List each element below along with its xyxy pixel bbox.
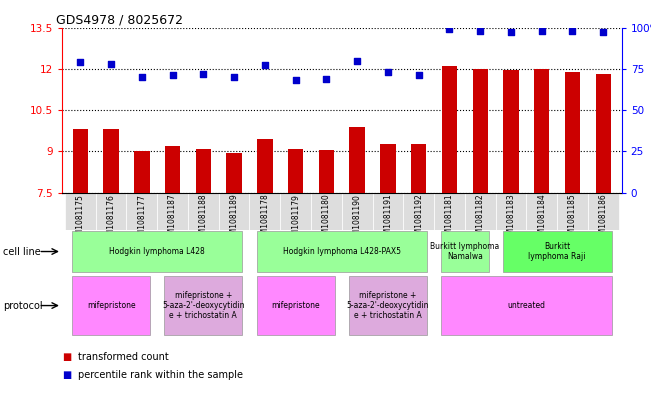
Bar <box>411 144 426 193</box>
Point <box>260 62 270 69</box>
Bar <box>404 193 434 230</box>
Point <box>475 28 486 34</box>
Point <box>290 77 301 83</box>
Point <box>229 74 240 80</box>
Bar <box>350 127 365 193</box>
Bar <box>557 193 588 230</box>
Text: GDS4978 / 8025672: GDS4978 / 8025672 <box>56 13 183 26</box>
Text: GSM1081183: GSM1081183 <box>506 194 516 244</box>
Bar <box>380 144 396 193</box>
Bar <box>503 231 611 272</box>
Point <box>198 71 208 77</box>
Text: mifepristone: mifepristone <box>87 301 135 310</box>
Point <box>413 72 424 79</box>
Text: GSM1081175: GSM1081175 <box>76 194 85 244</box>
Text: GSM1081180: GSM1081180 <box>322 194 331 244</box>
Text: ■: ■ <box>62 352 71 362</box>
Text: mifepristone +
5-aza-2'-deoxycytidin
e + trichostatin A: mifepristone + 5-aza-2'-deoxycytidin e +… <box>162 291 245 320</box>
Text: GSM1081188: GSM1081188 <box>199 194 208 244</box>
Text: GSM1081190: GSM1081190 <box>353 194 362 244</box>
Bar <box>72 276 150 335</box>
Bar <box>165 146 180 193</box>
Bar <box>280 193 311 230</box>
Text: GSM1081186: GSM1081186 <box>599 194 608 244</box>
Text: ■: ■ <box>62 370 71 380</box>
Bar <box>188 193 219 230</box>
Text: cell line: cell line <box>3 246 41 257</box>
Text: GSM1081182: GSM1081182 <box>476 194 485 244</box>
Bar <box>157 193 188 230</box>
Bar <box>588 193 618 230</box>
Bar <box>227 153 242 193</box>
Bar <box>465 193 495 230</box>
Bar <box>219 193 249 230</box>
Bar <box>527 193 557 230</box>
Point <box>444 26 454 32</box>
Text: GSM1081181: GSM1081181 <box>445 194 454 244</box>
Bar <box>104 129 118 193</box>
Text: GSM1081176: GSM1081176 <box>107 194 116 244</box>
Text: untreated: untreated <box>507 301 546 310</box>
Point <box>598 29 609 36</box>
Text: GSM1081177: GSM1081177 <box>137 194 146 244</box>
Point <box>567 28 577 34</box>
Bar <box>372 193 404 230</box>
Point <box>506 29 516 36</box>
Text: GSM1081178: GSM1081178 <box>260 194 270 244</box>
Point <box>321 75 331 82</box>
Bar <box>434 193 465 230</box>
Text: Hodgkin lymphoma L428: Hodgkin lymphoma L428 <box>109 247 205 256</box>
Text: Burkitt
lymphoma Raji: Burkitt lymphoma Raji <box>529 242 586 261</box>
Point <box>352 57 363 64</box>
Bar <box>72 231 242 272</box>
Bar <box>256 231 427 272</box>
Text: GSM1081184: GSM1081184 <box>537 194 546 244</box>
Bar <box>73 129 88 193</box>
Text: transformed count: transformed count <box>78 352 169 362</box>
Bar <box>134 151 150 193</box>
Bar <box>473 69 488 193</box>
Text: protocol: protocol <box>3 301 43 310</box>
Text: GSM1081179: GSM1081179 <box>291 194 300 244</box>
Bar <box>342 193 372 230</box>
Bar <box>441 276 611 335</box>
Text: GSM1081189: GSM1081189 <box>230 194 239 244</box>
Text: GSM1081187: GSM1081187 <box>168 194 177 244</box>
Point <box>75 59 85 65</box>
Text: mifepristone +
5-aza-2'-deoxycytidin
e + trichostatin A: mifepristone + 5-aza-2'-deoxycytidin e +… <box>347 291 429 320</box>
Bar <box>534 69 549 193</box>
Text: GSM1081185: GSM1081185 <box>568 194 577 244</box>
Bar <box>249 193 280 230</box>
Point <box>536 28 547 34</box>
Bar <box>319 150 334 193</box>
Bar <box>196 149 211 193</box>
Bar <box>503 70 519 193</box>
Text: Hodgkin lymphoma L428-PAX5: Hodgkin lymphoma L428-PAX5 <box>283 247 401 256</box>
Bar <box>164 276 242 335</box>
Point <box>383 69 393 75</box>
Text: Burkitt lymphoma
Namalwa: Burkitt lymphoma Namalwa <box>430 242 499 261</box>
Bar <box>495 193 527 230</box>
Text: GSM1081192: GSM1081192 <box>414 194 423 244</box>
Bar <box>442 66 457 193</box>
Point <box>137 74 147 80</box>
Text: mifepristone: mifepristone <box>271 301 320 310</box>
Bar <box>288 149 303 193</box>
Bar <box>126 193 157 230</box>
Point <box>106 61 117 67</box>
Point <box>167 72 178 79</box>
Bar <box>311 193 342 230</box>
Bar <box>441 231 488 272</box>
Bar <box>565 72 580 193</box>
Text: percentile rank within the sample: percentile rank within the sample <box>78 370 243 380</box>
Bar <box>96 193 126 230</box>
Bar <box>596 74 611 193</box>
Bar <box>349 276 427 335</box>
Bar <box>257 139 273 193</box>
Bar <box>256 276 335 335</box>
Bar <box>65 193 96 230</box>
Text: GSM1081191: GSM1081191 <box>383 194 393 244</box>
